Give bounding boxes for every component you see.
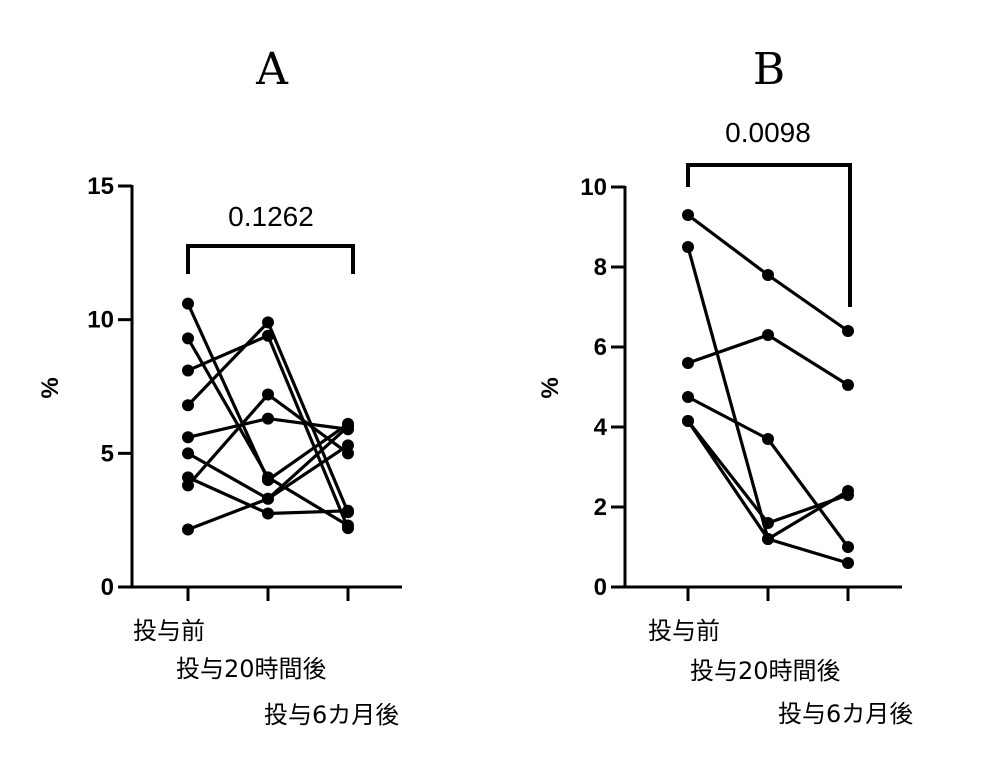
panel-a-series-3-point-0 <box>182 399 194 412</box>
panel-a-series-7-point-1 <box>262 388 274 401</box>
panel-b-series-3-point-0 <box>682 391 694 403</box>
panel-a-series-6-point-1 <box>262 507 274 520</box>
panel-a-category-label-1: 投与20時間後 <box>176 655 327 683</box>
panel-b-series-3-point-2 <box>842 541 854 553</box>
panel-a-title: A <box>255 44 289 95</box>
panel-b-significance-bracket <box>686 163 852 307</box>
panel-b-pvalue: 0.0098 <box>725 117 811 148</box>
panel-a-series-1-point-0 <box>182 332 194 345</box>
panel-b-series-1-line <box>686 246 849 542</box>
panel-a-series-0-point-0 <box>182 297 194 310</box>
panel-b-series-5-point-0 <box>682 415 694 427</box>
panel-a-series-6-point-2 <box>342 504 354 517</box>
panel-b-series-5-point-1 <box>762 533 774 545</box>
panel-a-series-8-point-0 <box>182 523 194 536</box>
panel-a-series-4-point-0 <box>182 431 194 444</box>
panel-a-ytick-label-3: 15 <box>87 173 114 200</box>
panel-b-series-0-point-0 <box>682 209 694 221</box>
panel-b-ytick-label-3: 6 <box>594 334 607 361</box>
panel-b-series-0-point-1 <box>762 269 774 281</box>
panel-a-series-4-point-1 <box>262 412 274 425</box>
panel-b-series-3-point-1 <box>762 433 774 445</box>
panel-b-ytick-label-2: 4 <box>594 414 608 441</box>
panel-b-ytick-label-0: 0 <box>594 574 607 601</box>
panel-a: A % 0.1262 投与前 投与20時間後 投与6カ月後 0 5 10 15 <box>37 44 402 729</box>
panel-a-series-1-point-1 <box>262 471 274 484</box>
panel-b-series-2-point-2 <box>842 379 854 391</box>
panel-a-significance-bracket <box>186 244 355 274</box>
panel-a-category-label-2: 投与6カ月後 <box>264 701 399 729</box>
panel-a-series-3-point-1 <box>262 316 274 329</box>
panel-b: B % 0.0098 投与前 投与20時間後 投与6カ月後 0 2 4 6 8 10 <box>537 44 913 728</box>
panel-b-series-2-line <box>687 333 849 387</box>
panel-a-series-2-point-0 <box>182 364 194 377</box>
panel-b-title: B <box>753 44 785 95</box>
panel-b-ytick-label-5: 10 <box>580 174 607 201</box>
panel-b-category-label-0: 投与前 <box>648 617 720 645</box>
panel-b-ytick-label-4: 8 <box>594 254 607 281</box>
panel-a-series-5-point-2 <box>342 420 354 433</box>
panel-a-ytick-label-2: 10 <box>87 307 114 334</box>
panel-a-category-label-0: 投与前 <box>133 617 205 645</box>
panel-b-category-label-1: 投与20時間後 <box>690 657 841 685</box>
panel-b-ylabel: % <box>537 377 564 398</box>
panel-a-series-5-point-0 <box>182 447 194 460</box>
panel-b-series-2-point-0 <box>682 357 694 369</box>
panel-a-ylabel: % <box>37 377 64 398</box>
panel-b-ytick-label-1: 2 <box>594 494 607 521</box>
panel-a-ytick-label-0: 0 <box>101 574 114 601</box>
panel-b-series-2-point-1 <box>762 329 774 341</box>
panel-a-series-7-point-0 <box>182 479 194 492</box>
panel-a-series-8-point-2 <box>342 439 354 452</box>
panel-b-category-label-2: 投与6カ月後 <box>778 700 913 728</box>
panel-b-series-1-point-0 <box>682 241 694 253</box>
panel-a-series-2-point-2 <box>342 522 354 535</box>
panel-b-series-4-point-2 <box>842 489 854 501</box>
panel-a-pvalue: 0.1262 <box>228 201 314 232</box>
panel-a-ytick-label-1: 5 <box>101 440 114 467</box>
panel-a-series-8-point-1 <box>262 492 274 505</box>
panel-b-series-0-point-2 <box>842 325 854 337</box>
panel-b-series-5-point-2 <box>842 557 854 569</box>
panel-b-series-4-point-1 <box>762 517 774 529</box>
